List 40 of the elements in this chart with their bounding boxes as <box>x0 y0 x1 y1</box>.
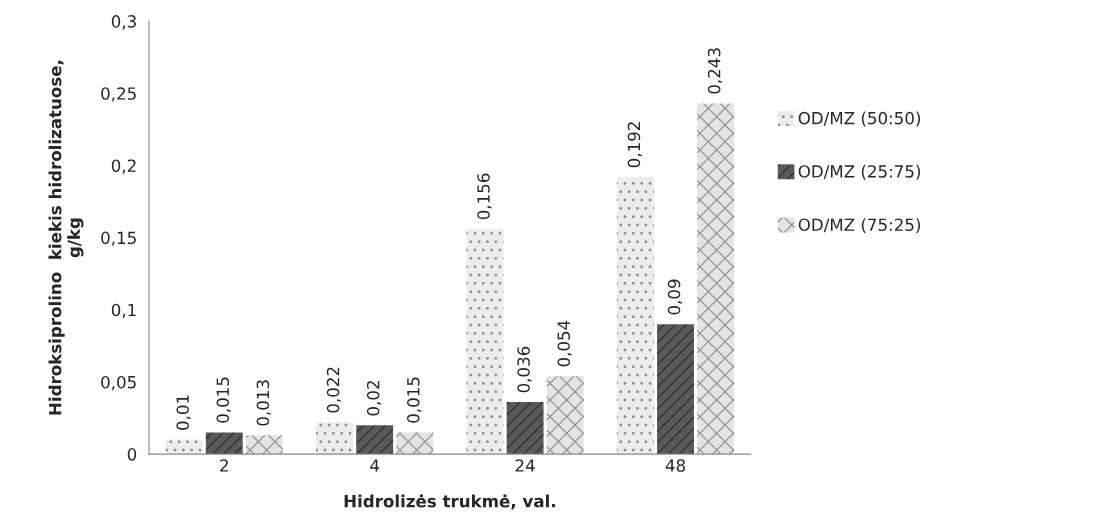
bar <box>616 176 654 455</box>
data-label: 0,036 <box>517 346 532 393</box>
y-tick-label: 0 <box>127 448 137 461</box>
x-tick-label: 48 <box>665 459 685 472</box>
data-label: 0,09 <box>667 279 683 315</box>
bar <box>506 402 544 455</box>
data-label: 0,022 <box>326 367 342 413</box>
bar <box>546 376 584 455</box>
bar <box>316 422 354 455</box>
y-tick-label: 0,15 <box>101 231 136 246</box>
bar <box>396 432 434 455</box>
x-tick-label: 24 <box>515 459 535 472</box>
data-label: 0,02 <box>366 381 382 416</box>
bar <box>205 432 243 455</box>
data-label: 0,054 <box>557 320 572 367</box>
x-tick-label: 4 <box>370 459 380 472</box>
bar <box>697 103 735 455</box>
y-tick-label: 0,05 <box>101 375 136 391</box>
bar <box>245 435 283 455</box>
data-label: 0,243 <box>707 48 723 94</box>
data-label: 0,015 <box>407 377 422 423</box>
y-tick-label: 0,25 <box>101 87 136 102</box>
bar <box>356 425 394 455</box>
y-tick-label: 0,2 <box>111 159 136 174</box>
y-tick-label: 0,1 <box>111 303 136 319</box>
data-label: 0,015 <box>216 377 231 423</box>
x-tick-label: 2 <box>220 459 228 472</box>
bar <box>165 439 203 455</box>
bar <box>466 228 504 455</box>
y-axis-title: Hidroksiprolino kiekis hidrolizatuose, g/kg <box>48 60 84 415</box>
legend-label: OD/MZ (25:75) <box>798 164 921 180</box>
bar <box>657 324 694 455</box>
y-tick-label: 0,3 <box>111 15 136 30</box>
x-axis-title: Hidrolizės trukmė, val. <box>344 494 555 510</box>
data-label: 0,156 <box>477 173 492 220</box>
data-label: 0,01 <box>176 395 191 430</box>
legend-label: OD/MZ (75:25) <box>798 218 921 233</box>
legend-label: OD/MZ (50:50) <box>798 111 921 127</box>
data-label: 0,192 <box>627 122 642 168</box>
data-label: 0,013 <box>256 380 271 426</box>
